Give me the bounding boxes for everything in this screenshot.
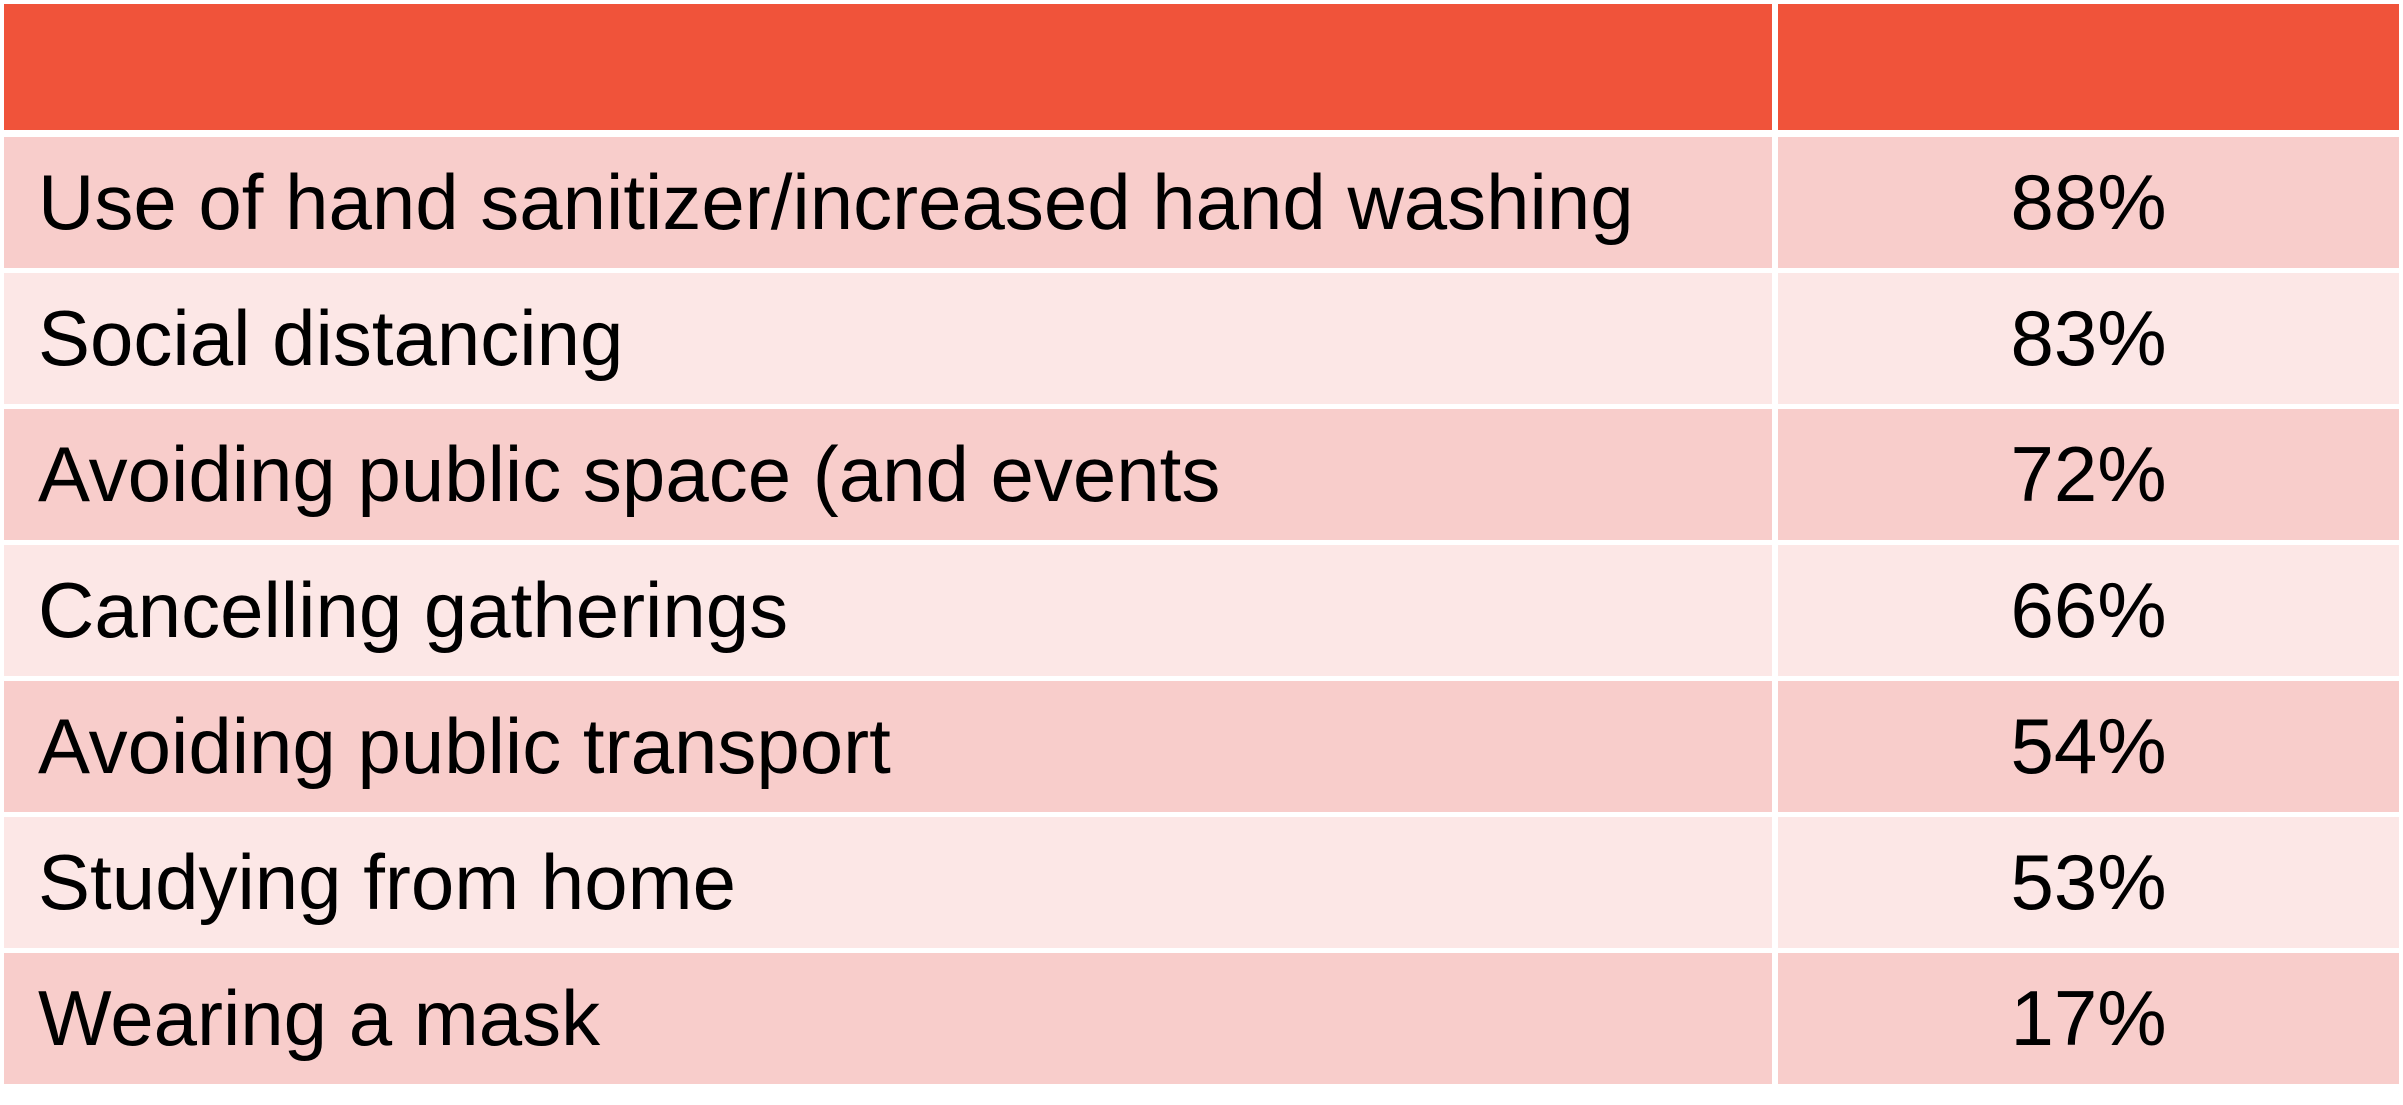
- table-row-label: Avoiding public transport: [4, 681, 1772, 812]
- table-row-label: Social distancing: [4, 273, 1772, 404]
- table-row-value: 66%: [1778, 545, 2399, 676]
- table-header-label: [4, 4, 1772, 130]
- table-row-label: Studying from home: [4, 817, 1772, 948]
- table-row-label: Wearing a mask: [4, 953, 1772, 1084]
- table-row-label: Cancelling gatherings: [4, 545, 1772, 676]
- table-row-value: 54%: [1778, 681, 2399, 812]
- table-header-value: [1778, 4, 2399, 130]
- table-row-label: Avoiding public space (and events: [4, 409, 1772, 540]
- table-row-value: 88%: [1778, 137, 2399, 268]
- table-row-value: 53%: [1778, 817, 2399, 948]
- table-row-value: 72%: [1778, 409, 2399, 540]
- table-row-value: 83%: [1778, 273, 2399, 404]
- table-row-label: Use of hand sanitizer/increased hand was…: [4, 137, 1772, 268]
- table-row-value: 17%: [1778, 953, 2399, 1084]
